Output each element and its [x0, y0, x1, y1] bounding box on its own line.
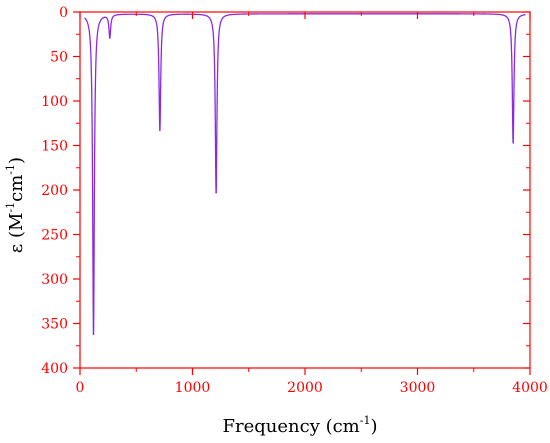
y-tick-label: 200: [41, 183, 68, 199]
x-axis-title-tail: ): [370, 416, 377, 437]
peak-point: [215, 191, 217, 194]
y-tick-label: 0: [59, 5, 68, 21]
y-axis-title-tail: ): [6, 157, 27, 164]
y-tick-label: 50: [50, 50, 68, 66]
x-axis-title: Frequency (cm-1): [223, 414, 378, 437]
y-axis-title-sup1: -1: [4, 202, 17, 213]
x-tick-label: 4000: [512, 380, 548, 396]
y-axis-title: ε (M-1cm-1): [4, 157, 27, 253]
x-tick-label: 0: [76, 380, 85, 396]
spectrum-line: [84, 13, 526, 335]
y-axis-title-prefix: ε (M: [6, 213, 27, 254]
x-axis-title-sup: -1: [360, 414, 371, 427]
y-tick-label: 300: [41, 272, 68, 288]
x-tick-label: 1000: [175, 380, 211, 396]
y-tick-label: 400: [41, 361, 68, 377]
peak-point: [512, 142, 514, 144]
x-tick-label: 2000: [287, 380, 323, 396]
plot-frame: [79, 11, 531, 369]
x-tick-label: 3000: [400, 380, 436, 396]
y-tick-label: 250: [41, 228, 68, 244]
x-axis-title-main: Frequency (cm: [223, 416, 360, 437]
y-tick-label: 150: [41, 139, 68, 155]
plot-area: [84, 13, 526, 335]
y-axis-title-sup2: -1: [4, 164, 17, 175]
y-tick-label: 350: [41, 317, 68, 333]
tick-labels: 0 1000 2000 3000 4000 0 50 100 150 200 250 300 350 40…: [41, 5, 548, 396]
y-tick-label: 100: [41, 94, 68, 110]
peak-point: [109, 36, 111, 38]
axes: [73, 11, 531, 375]
y-axis-title-mid: cm: [6, 175, 27, 202]
peak-point: [159, 129, 161, 132]
peak-point: [92, 333, 95, 335]
